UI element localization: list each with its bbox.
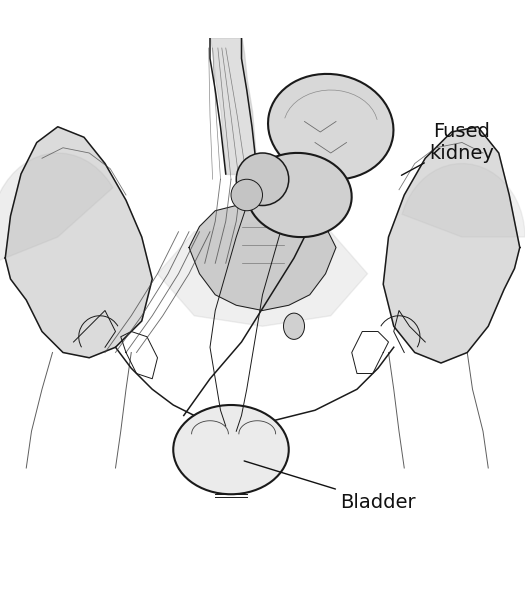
- Ellipse shape: [247, 153, 352, 237]
- Text: Bladder: Bladder: [244, 461, 416, 512]
- Polygon shape: [0, 153, 113, 263]
- Polygon shape: [5, 127, 152, 358]
- Ellipse shape: [284, 313, 304, 340]
- Polygon shape: [383, 127, 520, 363]
- Polygon shape: [189, 205, 336, 311]
- Ellipse shape: [236, 153, 289, 205]
- Ellipse shape: [268, 74, 393, 179]
- Polygon shape: [158, 221, 368, 326]
- Ellipse shape: [173, 405, 289, 494]
- Ellipse shape: [231, 179, 262, 211]
- Polygon shape: [402, 164, 525, 237]
- Text: Fused
kidney: Fused kidney: [402, 122, 495, 175]
